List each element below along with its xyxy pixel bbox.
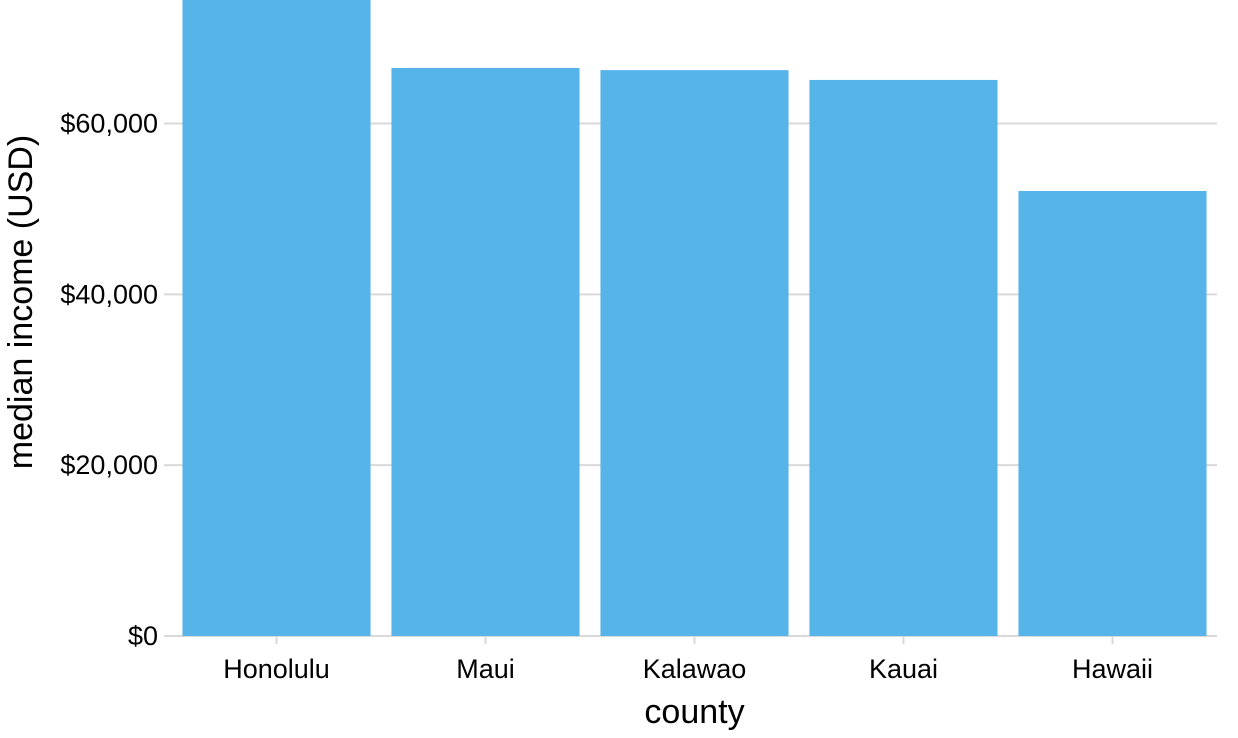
bar-maui bbox=[391, 67, 580, 636]
bar-kauai bbox=[809, 79, 998, 636]
x-tick-label: Maui bbox=[456, 654, 515, 684]
bars-layer bbox=[182, 0, 1207, 636]
bar-honolulu bbox=[182, 0, 371, 636]
y-tick-label: $60,000 bbox=[60, 109, 158, 139]
x-axis-title: county bbox=[644, 693, 744, 731]
bar-kalawao bbox=[600, 70, 789, 636]
bar-hawaii bbox=[1018, 190, 1207, 636]
x-tick-label: Kalawao bbox=[643, 654, 747, 684]
x-tick-label: Honolulu bbox=[223, 654, 330, 684]
y-axis-ticks: $0 $20,000 $40,000 $60,000 bbox=[60, 109, 172, 651]
y-tick-label: $40,000 bbox=[60, 279, 158, 309]
y-axis-title: median income (USD) bbox=[2, 135, 40, 469]
x-tick-label: Kauai bbox=[869, 654, 938, 684]
x-tick-label: Hawaii bbox=[1072, 654, 1153, 684]
y-tick-label: $0 bbox=[128, 621, 158, 651]
y-tick-label: $20,000 bbox=[60, 450, 158, 480]
x-axis-ticks: Honolulu Maui Kalawao Kauai Hawaii bbox=[223, 636, 1153, 684]
